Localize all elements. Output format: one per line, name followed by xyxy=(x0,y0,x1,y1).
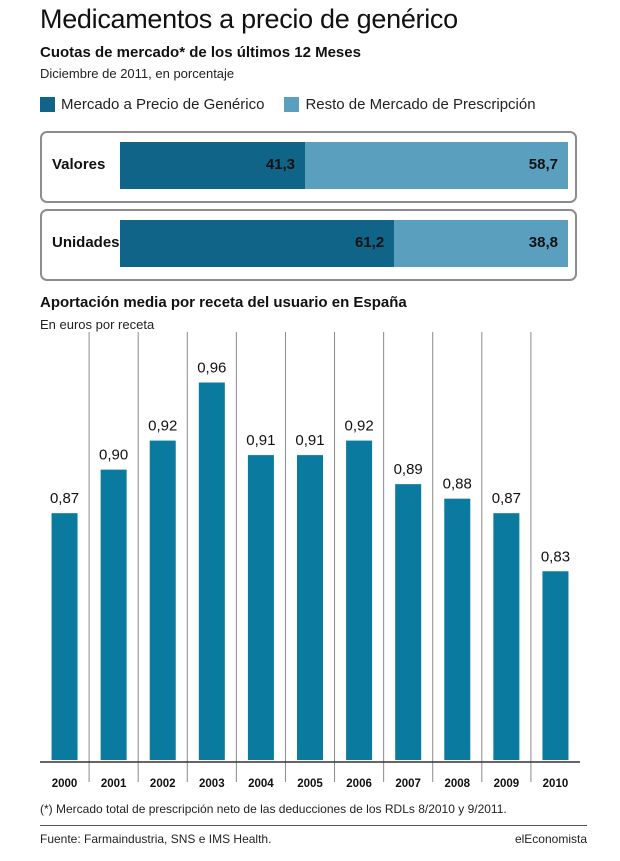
legend-swatch-generic xyxy=(40,97,55,112)
share-segment-valores-rest: 58,7 xyxy=(305,142,568,189)
x-tick-label-2010: 2010 xyxy=(543,778,569,790)
share-segment-unidades-generic: 61,2 xyxy=(120,220,395,267)
legend-label-rest: Resto de Mercado de Prescripción xyxy=(305,96,536,113)
x-tick-label-2001: 2001 xyxy=(101,778,127,790)
bar-value-label-2000: 0,87 xyxy=(50,490,79,507)
bar-value-label-2009: 0,87 xyxy=(492,490,521,507)
share-box-unidades: Unidades 61,2 38,8 xyxy=(40,209,577,281)
bar-2005 xyxy=(297,455,323,760)
section-note-market-share: Diciembre de 2011, en porcentaje xyxy=(40,66,235,81)
share-label-valores: Valores xyxy=(52,156,106,173)
bar-2004 xyxy=(247,455,274,760)
bar-value-label-2002: 0,92 xyxy=(148,418,177,435)
source-credit: Fuente: Farmaindustria, SNS e IMS Health… xyxy=(40,832,272,846)
legend-item-rest: Resto de Mercado de Prescripción xyxy=(284,96,536,113)
bar-2007 xyxy=(395,484,422,760)
page-title: Medicamentos a precio de genérico xyxy=(40,4,458,34)
share-label-unidades: Unidades xyxy=(52,234,120,251)
x-tick-label-2000: 2000 xyxy=(52,778,78,790)
share-box-valores: Valores 41,3 58,7 xyxy=(40,131,577,203)
share-value-unidades-generic: 61,2 xyxy=(354,234,385,251)
bar-value-label-2004: 0,91 xyxy=(246,432,275,449)
share-value-unidades-rest: 38,8 xyxy=(528,234,558,251)
share-value-valores-generic: 41,3 xyxy=(265,156,296,173)
bar-value-label-2007: 0,89 xyxy=(394,461,423,478)
bar-2008 xyxy=(444,498,471,760)
legend: Mercado a Precio de Genérico Resto de Me… xyxy=(40,96,556,113)
x-tick-label-2004: 2004 xyxy=(248,778,274,790)
x-tick-label-2005: 2005 xyxy=(297,778,323,790)
share-segment-unidades-rest: 38,8 xyxy=(394,220,568,267)
bar-value-label-2001: 0,90 xyxy=(99,447,128,464)
bar-2006 xyxy=(346,440,373,760)
bar-2003 xyxy=(198,382,225,760)
share-bar-unidades: 61,2 38,8 xyxy=(120,220,568,267)
bar-chart-aportacion: 0,87 2000 0,90 2001 0,92 2002 0,96 2003 0,91 2004… xyxy=(40,332,580,790)
x-tick-label-2003: 2003 xyxy=(199,778,225,790)
bar-2009 xyxy=(493,513,520,760)
bar-value-label-2003: 0,96 xyxy=(197,360,226,377)
bar-2002 xyxy=(149,440,176,760)
section-note-aportacion: En euros por receta xyxy=(40,317,155,332)
section-title-aportacion: Aportación media por receta del usuario … xyxy=(40,294,407,311)
bar-2010 xyxy=(542,571,569,760)
legend-swatch-rest xyxy=(284,97,300,112)
bar-2001 xyxy=(100,469,127,760)
brand-credit: elEconomista xyxy=(514,832,587,846)
bar-value-label-2008: 0,88 xyxy=(443,476,472,493)
legend-item-generic: Mercado a Precio de Genérico xyxy=(40,96,264,113)
x-tick-label-2009: 2009 xyxy=(494,778,520,790)
bar-2000 xyxy=(51,513,78,760)
x-tick-label-2008: 2008 xyxy=(444,778,470,790)
footer-divider xyxy=(40,825,587,826)
footnote: (*) Mercado total de prescripción neto d… xyxy=(40,802,507,816)
bar-value-label-2010: 0,83 xyxy=(541,548,570,565)
x-tick-label-2007: 2007 xyxy=(395,778,421,790)
bar-value-label-2006: 0,92 xyxy=(344,418,373,435)
share-bar-valores: 41,3 58,7 xyxy=(120,142,568,189)
share-segment-valores-generic: 41,3 xyxy=(120,142,306,189)
legend-label-generic: Mercado a Precio de Genérico xyxy=(61,96,265,113)
bar-value-label-2005: 0,91 xyxy=(295,432,324,449)
x-tick-label-2006: 2006 xyxy=(346,778,372,790)
share-value-valores-rest: 58,7 xyxy=(528,156,558,173)
x-tick-label-2002: 2002 xyxy=(150,778,176,790)
section-title-market-share: Cuotas de mercado* de los últimos 12 Mes… xyxy=(40,44,361,61)
